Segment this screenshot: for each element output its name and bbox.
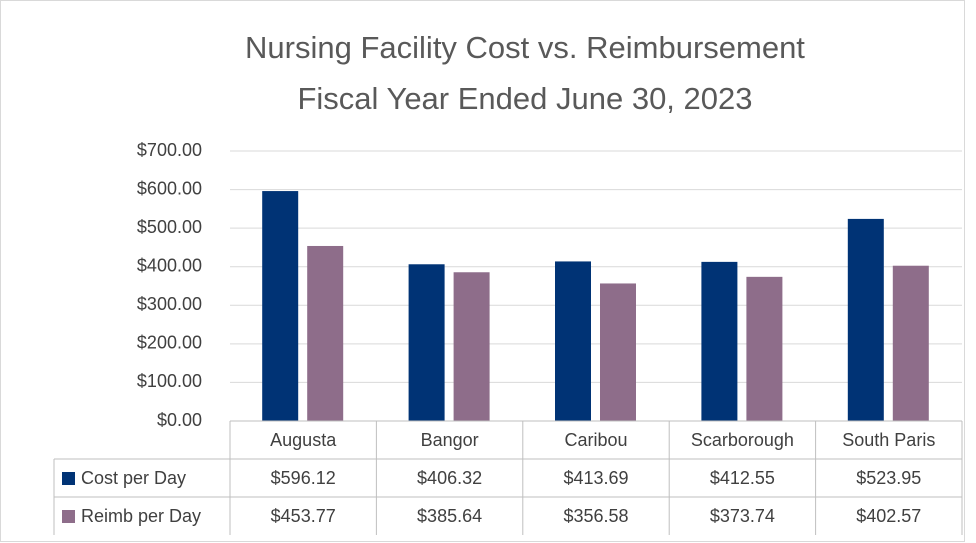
- table-value: $413.69: [563, 468, 628, 488]
- chart-subtitle: Fiscal Year Ended June 30, 2023: [297, 81, 752, 116]
- legend-label: Reimb per Day: [81, 506, 201, 526]
- bar: [307, 245, 344, 421]
- bar: [892, 265, 929, 421]
- table-value: $402.57: [856, 506, 921, 526]
- chart-title: Nursing Facility Cost vs. Reimbursement: [245, 30, 805, 65]
- table-value: $356.58: [563, 506, 628, 526]
- table-value: $453.77: [271, 506, 336, 526]
- bar: [600, 283, 636, 421]
- bar: [262, 191, 299, 421]
- table-value: $596.12: [271, 468, 336, 488]
- bar: [701, 261, 738, 421]
- x-tick-label: South Paris: [842, 430, 935, 450]
- y-tick-label: $100.00: [137, 371, 202, 391]
- y-tick-label: $700.00: [137, 140, 202, 160]
- table-value: $385.64: [417, 506, 482, 526]
- y-tick-label: $300.00: [137, 294, 202, 314]
- bar: [746, 276, 783, 421]
- x-tick-label: Scarborough: [691, 430, 794, 450]
- table-value: $523.95: [856, 468, 921, 488]
- y-tick-label: $200.00: [137, 333, 202, 353]
- legend-swatch: [62, 510, 75, 523]
- table-value: $373.74: [710, 506, 775, 526]
- bar: [408, 264, 445, 421]
- y-tick-label: $500.00: [137, 217, 202, 237]
- bar: [555, 261, 591, 421]
- y-tick-label: $0.00: [157, 410, 202, 430]
- bar: [847, 218, 884, 421]
- legend-swatch: [62, 472, 75, 485]
- x-tick-label: Bangor: [421, 430, 479, 450]
- table-value: $412.55: [710, 468, 775, 488]
- y-tick-label: $600.00: [137, 178, 202, 198]
- y-tick-label: $400.00: [137, 255, 202, 275]
- x-tick-label: Augusta: [270, 430, 337, 450]
- legend-label: Cost per Day: [81, 468, 186, 488]
- x-tick-label: Caribou: [564, 430, 627, 450]
- bar: [453, 272, 490, 421]
- table-value: $406.32: [417, 468, 482, 488]
